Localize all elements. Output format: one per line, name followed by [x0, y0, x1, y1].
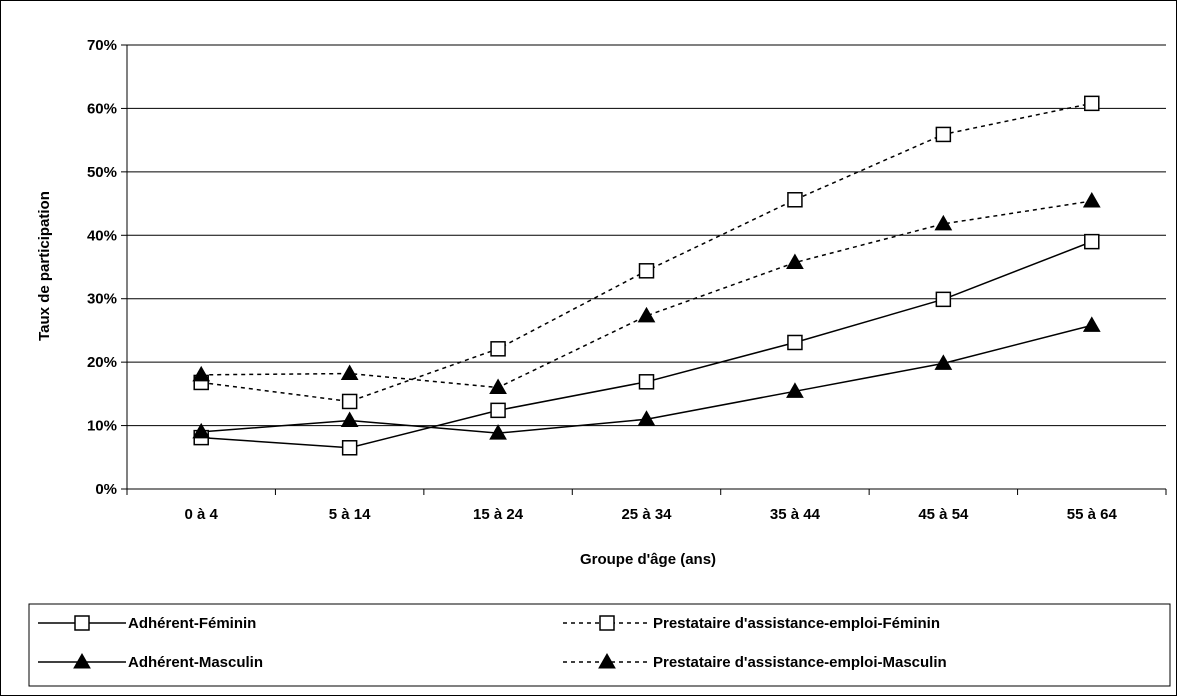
y-tick-label: 20%: [87, 354, 117, 371]
data-point: [787, 192, 803, 208]
data-point: [1084, 95, 1100, 112]
y-tick-label: 70%: [87, 37, 117, 54]
data-point: [192, 422, 211, 439]
y-tick-label: 60%: [87, 100, 117, 117]
legend-marker: [74, 615, 90, 631]
y-tick-label: 30%: [87, 291, 117, 308]
data-point: [490, 341, 506, 357]
legend-marker: [598, 652, 616, 669]
legend: Adhérent-Féminin Prestataire d'assistance…: [38, 615, 947, 671]
x-tick-label: 5 à 14: [329, 506, 371, 523]
data-point: [637, 306, 656, 323]
data-point: [786, 253, 804, 270]
series-markers: [192, 95, 1101, 456]
y-tick-label: 50%: [87, 164, 117, 181]
data-point: [935, 126, 952, 143]
data-point: [341, 393, 358, 410]
y-axis-title: Taux de participation: [36, 191, 53, 341]
y-tick-label: 10%: [87, 418, 117, 435]
data-point: [637, 410, 656, 426]
legend-marker: [73, 652, 91, 669]
data-point: [787, 334, 803, 351]
x-tick-label: 25 à 34: [621, 506, 672, 523]
x-tick-label: 45 à 54: [918, 506, 969, 523]
data-point: [340, 411, 359, 427]
data-point: [934, 354, 953, 370]
data-point: [1084, 233, 1100, 250]
data-point: [1082, 316, 1101, 332]
x-tick-label: 15 à 24: [473, 506, 524, 523]
data-point: [340, 364, 359, 381]
x-tick-label: 55 à 64: [1067, 506, 1118, 523]
data-point: [489, 424, 507, 440]
data-point: [1082, 192, 1101, 208]
data-point: [934, 214, 953, 231]
data-point: [638, 263, 655, 279]
x-tick-label: 0 à 4: [185, 506, 219, 523]
data-point: [935, 291, 952, 308]
axes: 0% 10% 20% 30% 40% 50% 60% 70% 0 à 4 5 à 14 15 à 2…: [87, 37, 1167, 523]
gridlines: [127, 44, 1166, 427]
y-tick-label: 40%: [87, 227, 117, 244]
data-point: [490, 402, 506, 419]
x-axis-title: Groupe d'âge (ans): [580, 551, 716, 568]
legend-marker: [599, 615, 615, 631]
legend-entry: Adhérent-Masculin: [128, 654, 263, 671]
data-point: [786, 382, 804, 398]
x-tick-label: 35 à 44: [770, 506, 821, 523]
y-tick-label: 0%: [95, 481, 117, 498]
data-point: [341, 440, 358, 456]
legend-entry: Prestataire d'assistance-emploi-Masculin: [653, 654, 947, 671]
data-point: [638, 374, 655, 390]
series-line: [201, 102, 1092, 403]
data-point: [192, 365, 211, 382]
data-point: [489, 378, 507, 395]
legend-entry: Prestataire d'assistance-emploi-Féminin: [653, 615, 940, 632]
legend-entry: Adhérent-Féminin: [128, 615, 256, 632]
